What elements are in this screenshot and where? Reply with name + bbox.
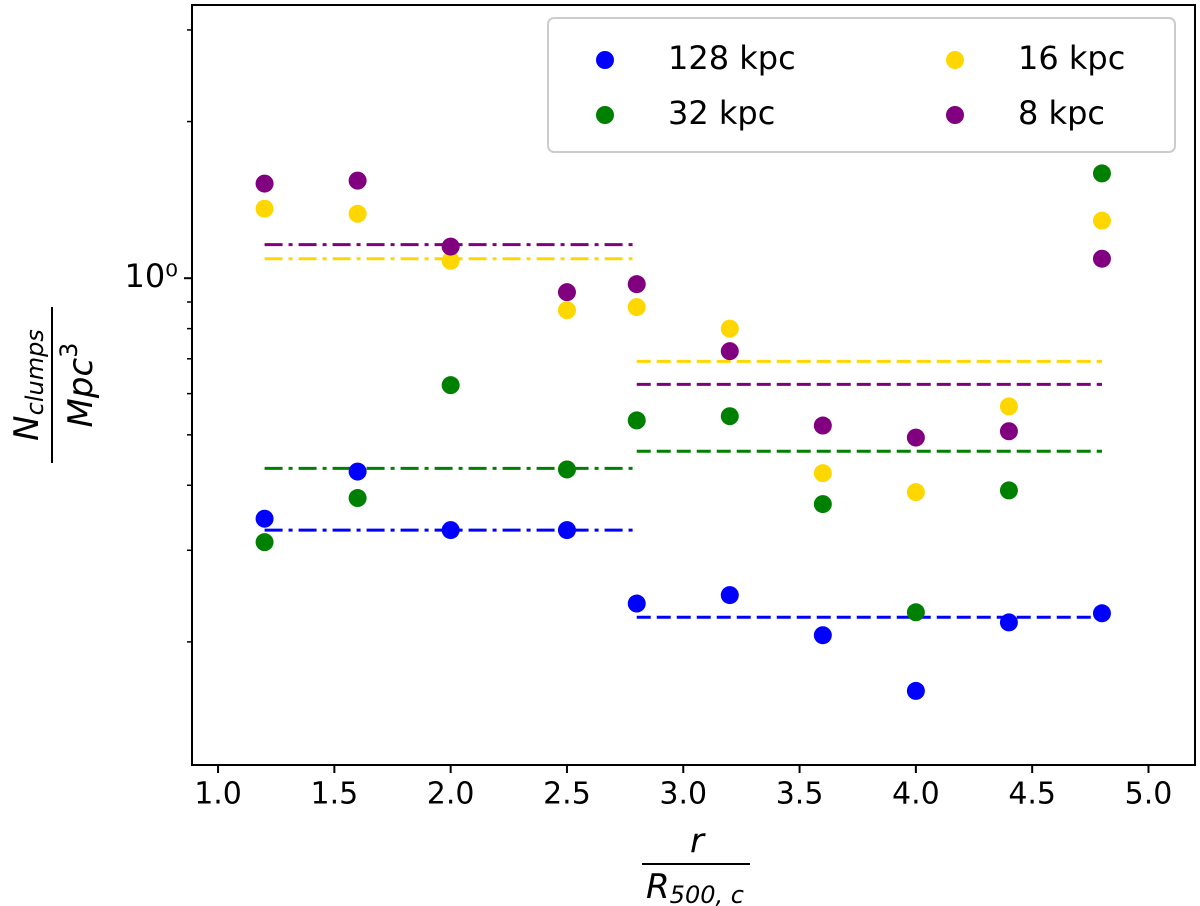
x-tick-label: 5.0	[1125, 777, 1173, 812]
legend-label: 8 kpc	[1018, 94, 1105, 132]
x-label-sub: 500, c	[670, 881, 744, 906]
legend-label: 128 kpc	[668, 39, 796, 77]
point	[348, 204, 367, 223]
point	[813, 464, 832, 483]
legend-box	[547, 17, 1176, 153]
y-label-numerator: Nclumps	[7, 329, 50, 441]
x-tick-label: 2.5	[543, 777, 591, 812]
point	[1092, 211, 1111, 230]
x-label-denominator: R500, c	[646, 867, 744, 906]
x-label-numerator: r	[690, 822, 706, 862]
point	[999, 613, 1018, 632]
point	[906, 603, 925, 622]
y-label-denominator: Mpc3	[55, 343, 101, 428]
point	[627, 298, 646, 317]
point	[720, 407, 739, 426]
point	[557, 283, 576, 302]
y-axis-label: Nclumps Mpc3	[7, 307, 101, 463]
point	[906, 483, 925, 502]
point	[720, 319, 739, 338]
legend-marker	[596, 51, 614, 69]
point	[255, 533, 274, 552]
point	[999, 422, 1018, 441]
plot-frame	[191, 4, 1196, 766]
y-label-mpc: Mpc	[61, 358, 101, 428]
point	[441, 521, 460, 540]
point	[813, 495, 832, 514]
point	[348, 171, 367, 190]
point	[1092, 164, 1111, 183]
point	[557, 301, 576, 320]
legend-marker	[596, 106, 614, 124]
x-tick-label: 1.0	[194, 777, 242, 812]
point	[441, 376, 460, 395]
point	[813, 416, 832, 435]
y-tick-label: 10⁰	[124, 257, 178, 295]
point	[906, 681, 925, 700]
point	[348, 489, 367, 508]
legend-marker	[946, 106, 964, 124]
x-tick-label: 1.5	[310, 777, 358, 812]
legend-label: 32 kpc	[668, 94, 775, 132]
x-tick-label: 4.0	[892, 777, 940, 812]
point	[1092, 604, 1111, 623]
point	[255, 509, 274, 528]
point	[999, 481, 1018, 500]
x-tick-label: 2.0	[427, 777, 475, 812]
point	[557, 521, 576, 540]
y-label-n: N	[7, 415, 47, 440]
point	[255, 174, 274, 193]
point	[255, 199, 274, 218]
point	[999, 397, 1018, 416]
point	[720, 586, 739, 605]
legend: 128 kpc 32 kpc 16 kpc 8 kpc	[547, 17, 1176, 153]
x-tick-label: 3.0	[659, 777, 707, 812]
x-label-r: R	[646, 867, 670, 906]
point	[557, 460, 576, 479]
point	[720, 342, 739, 361]
legend-label: 16 kpc	[1018, 39, 1125, 77]
x-tick-label: 3.5	[776, 777, 824, 812]
point	[441, 237, 460, 256]
point	[813, 626, 832, 645]
point	[1092, 249, 1111, 268]
point	[627, 411, 646, 430]
x-tick-label: 4.5	[1008, 777, 1056, 812]
y-label-sub: clumps	[21, 329, 49, 415]
x-axis-label: r R500, c	[642, 822, 750, 906]
point	[348, 462, 367, 481]
y-label-sup: 3	[55, 343, 83, 358]
point	[441, 251, 460, 270]
legend-marker	[946, 51, 964, 69]
point	[627, 594, 646, 613]
point	[906, 428, 925, 447]
point	[627, 275, 646, 294]
